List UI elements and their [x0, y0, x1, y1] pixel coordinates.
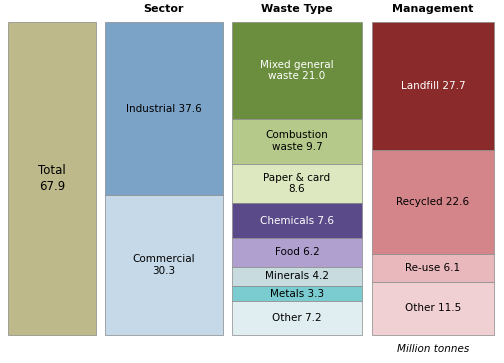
Text: Paper & card
8.6: Paper & card 8.6 — [264, 172, 331, 194]
Bar — [8, 22, 96, 335]
Text: Landfill 27.7: Landfill 27.7 — [401, 81, 465, 91]
Text: Commercial
30.3: Commercial 30.3 — [133, 254, 196, 276]
Text: Million tonnes: Million tonnes — [397, 344, 469, 354]
Bar — [372, 282, 494, 335]
Bar — [232, 238, 362, 267]
Text: Industrial 37.6: Industrial 37.6 — [126, 104, 202, 114]
Bar — [232, 267, 362, 286]
Text: Total
67.9: Total 67.9 — [38, 164, 66, 192]
Text: Other 11.5: Other 11.5 — [405, 303, 461, 314]
Bar — [232, 22, 362, 119]
Text: Re-use 6.1: Re-use 6.1 — [405, 263, 461, 273]
Text: Management: Management — [392, 4, 474, 14]
Bar — [372, 22, 494, 150]
Text: Recycled 22.6: Recycled 22.6 — [397, 197, 470, 207]
Bar — [232, 163, 362, 203]
Bar — [372, 150, 494, 254]
Text: Chemicals 7.6: Chemicals 7.6 — [260, 216, 334, 226]
Text: Metals 3.3: Metals 3.3 — [270, 289, 324, 299]
Bar — [105, 22, 223, 195]
Text: Minerals 4.2: Minerals 4.2 — [265, 272, 329, 281]
Text: Sector: Sector — [144, 4, 184, 14]
Text: Other 7.2: Other 7.2 — [272, 313, 322, 323]
Bar — [232, 119, 362, 163]
Bar — [372, 254, 494, 282]
Text: Waste Type: Waste Type — [261, 4, 333, 14]
Text: Combustion
waste 9.7: Combustion waste 9.7 — [266, 130, 329, 152]
Text: Food 6.2: Food 6.2 — [275, 248, 320, 257]
Bar — [232, 203, 362, 238]
Bar — [232, 301, 362, 335]
Text: Mixed general
waste 21.0: Mixed general waste 21.0 — [260, 60, 334, 81]
Bar — [232, 286, 362, 301]
Bar — [105, 195, 223, 335]
